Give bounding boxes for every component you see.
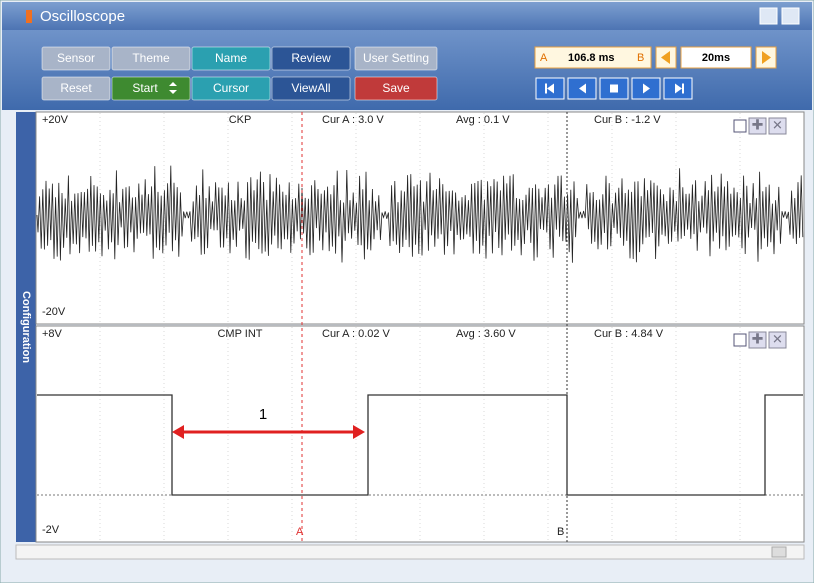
cursor-a-value: Cur A : 3.0 V [322,114,384,126]
playback-icon [579,83,586,94]
toolbar-button[interactable] [41,46,111,71]
close-icon: ✕ [772,117,783,132]
button-label: User Setting [363,51,429,65]
cursor-a-label: A [540,52,548,64]
playback-icon [610,84,618,93]
button-label: Name [215,51,247,65]
playback-icon [643,83,650,94]
close-icon: ✕ [772,331,783,346]
updown-icon [169,82,177,86]
toolbar-button[interactable] [191,76,271,101]
arrow-icon [762,51,771,64]
window-button[interactable] [759,7,778,25]
cursor-b-value: Cur B : -1.2 V [594,114,661,126]
cursor-b-marker: B [557,526,564,538]
channel-min: -20V [42,306,66,318]
button-label: Reset [60,81,92,95]
title-bar [2,2,812,30]
time-scale: 20ms [702,52,730,64]
arrow-head [353,425,365,439]
checkbox[interactable] [733,333,747,347]
sidebar-label: Configuration [20,291,32,363]
zoom-icon: ✚ [752,117,764,133]
button-label: Cursor [213,81,249,95]
button-label: Sensor [57,51,95,65]
average-value: Avg : 3.60 V [456,328,516,340]
toolbar-button[interactable] [271,46,351,71]
close-channel[interactable] [768,331,787,349]
channel-max: +20V [42,114,69,126]
cursor-b-value: Cur B : 4.84 V [594,328,664,340]
scrollbar[interactable] [15,544,805,560]
scale-box [680,46,752,69]
time-box [534,46,652,69]
button-label: Theme [132,51,170,65]
sidebar[interactable] [16,112,36,542]
playback-icon [682,83,684,94]
window-title: Oscilloscope [40,8,125,25]
cursor-a-marker: A [296,526,304,538]
toolbar-button[interactable] [111,46,191,71]
zoom-in[interactable] [748,117,767,135]
toolbar-button[interactable] [111,76,191,101]
toolbar-button[interactable] [41,76,111,101]
channel-panel [35,325,805,543]
cursor-b-label: B [637,52,644,64]
playback-icon [675,83,682,94]
average-value: Avg : 0.1 V [456,114,510,126]
window-button[interactable] [781,7,800,25]
toolbar-button[interactable] [271,76,351,101]
button-label: ViewAll [291,81,330,95]
cursor-a-value: Cur A : 0.02 V [322,328,391,340]
cursor-time: 106.8 ms [568,52,614,64]
updown-icon [169,90,177,94]
channel-min: -2V [42,524,60,536]
zoom-in[interactable] [748,331,767,349]
arrow-head [172,425,184,439]
toolbar-button[interactable] [354,76,438,101]
button-label: Save [382,81,410,95]
channel-name: CKP [229,114,252,126]
cmp-waveform [37,394,803,496]
scroll-thumb[interactable] [771,546,787,558]
channel-max: +8V [42,328,63,340]
channel-name: CMP INT [217,328,262,340]
toolbar-button[interactable] [354,46,438,71]
title-icon [26,10,32,23]
button-label: Start [132,81,158,95]
toolbar-button[interactable] [191,46,271,71]
zoom-icon: ✚ [752,331,764,347]
ckp-waveform [36,165,804,263]
playback-icon [547,83,554,94]
close-channel[interactable] [768,117,787,135]
annotation-label: 1 [259,406,267,423]
playback-icon [545,83,547,94]
arrow-icon [661,51,670,64]
button-label: Review [291,51,331,65]
checkbox[interactable] [733,119,747,133]
